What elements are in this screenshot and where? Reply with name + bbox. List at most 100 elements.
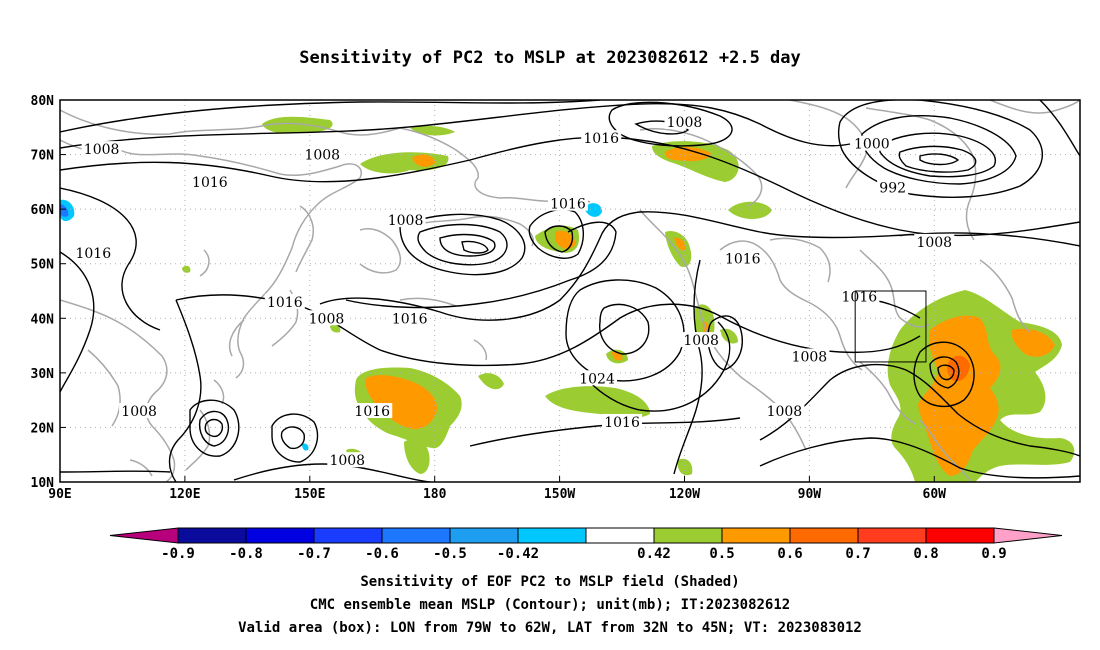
isobar-38	[60, 470, 171, 473]
contour-label: 1000	[854, 137, 890, 153]
isobar-32	[198, 410, 230, 447]
coastline-22	[979, 259, 1031, 333]
lat-label: 70N	[31, 149, 55, 164]
valid-area-box	[854, 290, 927, 363]
coastline-24	[129, 459, 153, 477]
contour-label: 1016	[583, 131, 619, 147]
isobar-35	[271, 413, 319, 463]
lat-label: 60N	[31, 203, 55, 218]
colorbar-tick-label: -0.8	[229, 546, 263, 562]
coastline-4	[228, 319, 245, 357]
isobar-1	[60, 103, 851, 149]
footer-line-3: Valid area (box): LON from 79W to 62W, L…	[238, 620, 862, 636]
contour-label: 1008	[329, 453, 365, 469]
isobar-20	[861, 115, 1017, 185]
colorbar-segment	[653, 527, 723, 544]
shading-region-16	[365, 375, 438, 430]
contour-label: 1024	[579, 371, 615, 387]
colorbar-segment	[925, 527, 995, 544]
colorbar-segment	[517, 527, 587, 544]
contour-label: 1008	[667, 115, 703, 131]
isobar-4	[60, 251, 95, 393]
contour-label: 1016	[267, 295, 303, 311]
coastline-2	[295, 205, 314, 273]
contour-label-bg	[264, 293, 305, 309]
map-title: Sensitivity of PC2 to MSLP at 2023082612…	[299, 48, 801, 68]
isobar-26	[707, 315, 743, 371]
coastline-14	[719, 240, 863, 371]
contour-label-bg	[664, 113, 705, 129]
colorbar-segment	[857, 527, 927, 544]
colorbar-tick-label: 0.6	[777, 546, 802, 562]
shading-region-24	[720, 328, 738, 344]
contour-label: 1008	[792, 349, 828, 365]
shading-region-17	[404, 439, 430, 474]
contour-labels: 1008 1008 1016 1008 1016 1016 1008 1016 1008 1016…	[73, 113, 955, 469]
shading-region-25	[677, 458, 693, 476]
colorbar-segment	[313, 527, 383, 544]
lon-label: 90W	[798, 487, 822, 502]
colorbar-tick-label: 0.9	[981, 546, 1006, 562]
contour-label: 1016	[354, 404, 390, 420]
isobar-3	[60, 187, 161, 331]
colorbar: -0.9 -0.8 -0.7 -0.6 -0.5 -0.42 0.42 0.5 0.6 0.7 0.…	[109, 527, 1063, 562]
shading-region-29	[584, 203, 602, 217]
isobar-21	[879, 132, 996, 178]
isobar-28	[759, 437, 1080, 479]
isobar-18	[634, 120, 690, 135]
colorbar-tick-label: 0.5	[709, 546, 734, 562]
isobar-10	[461, 240, 489, 254]
coastline-15	[769, 237, 831, 283]
shading-region-10	[674, 237, 686, 251]
isobar-30	[937, 364, 955, 381]
isobar-19	[837, 100, 1043, 198]
lon-label: 120W	[669, 487, 700, 502]
shading-region-9	[665, 230, 692, 268]
footer-line-1: Sensitivity of EOF PC2 to MSLP field (Sh…	[360, 574, 740, 590]
isobar-13	[345, 221, 617, 309]
shading-region-28	[60, 204, 69, 217]
isobar-7	[399, 213, 526, 276]
contour-label-bg	[389, 310, 430, 326]
contour-label: 1008	[683, 333, 719, 349]
contour-label: 1008	[309, 311, 345, 327]
contour-label: 992	[879, 180, 906, 196]
lat-label: 20N	[31, 421, 55, 436]
lon-label: 150W	[544, 487, 575, 502]
isobar-17	[608, 101, 733, 147]
colorbar-tick-label: -0.5	[433, 546, 467, 562]
isobar-12	[544, 225, 574, 253]
plot-border	[59, 99, 1081, 483]
coastline-20	[859, 361, 917, 425]
lat-label: 10N	[31, 476, 55, 491]
valid-area-rect	[854, 290, 927, 363]
isobar-33	[204, 418, 224, 438]
shading-region-3	[412, 154, 436, 167]
contour-label: 1016	[842, 289, 878, 305]
contour-label-bg	[547, 195, 588, 211]
contour-label: 1008	[84, 142, 120, 158]
isobar-15	[599, 303, 650, 355]
contour-label-bg	[81, 141, 122, 157]
contour-label-bg	[851, 135, 892, 151]
isobar-23	[919, 153, 960, 166]
shading-region-22	[1011, 328, 1055, 357]
shading-region-0	[262, 116, 333, 134]
plot-frame	[59, 99, 1081, 483]
contour-label-bg	[327, 452, 368, 468]
colorbar-segment	[789, 527, 859, 544]
isobar-36	[280, 426, 305, 450]
coastline-7	[87, 349, 121, 427]
coastline-12	[639, 127, 763, 207]
colorbar-segment	[381, 527, 451, 544]
contour-label-bg	[602, 413, 643, 429]
coastline-25	[399, 297, 457, 307]
isobar-29	[929, 356, 960, 389]
lon-label: 90E	[48, 487, 71, 502]
contour-label: 1016	[392, 311, 428, 327]
footer-line-2: CMC ensemble mean MSLP (Contour); unit(m…	[309, 597, 791, 613]
contour-label-bg	[877, 179, 909, 195]
shading-region-21	[918, 315, 1001, 476]
